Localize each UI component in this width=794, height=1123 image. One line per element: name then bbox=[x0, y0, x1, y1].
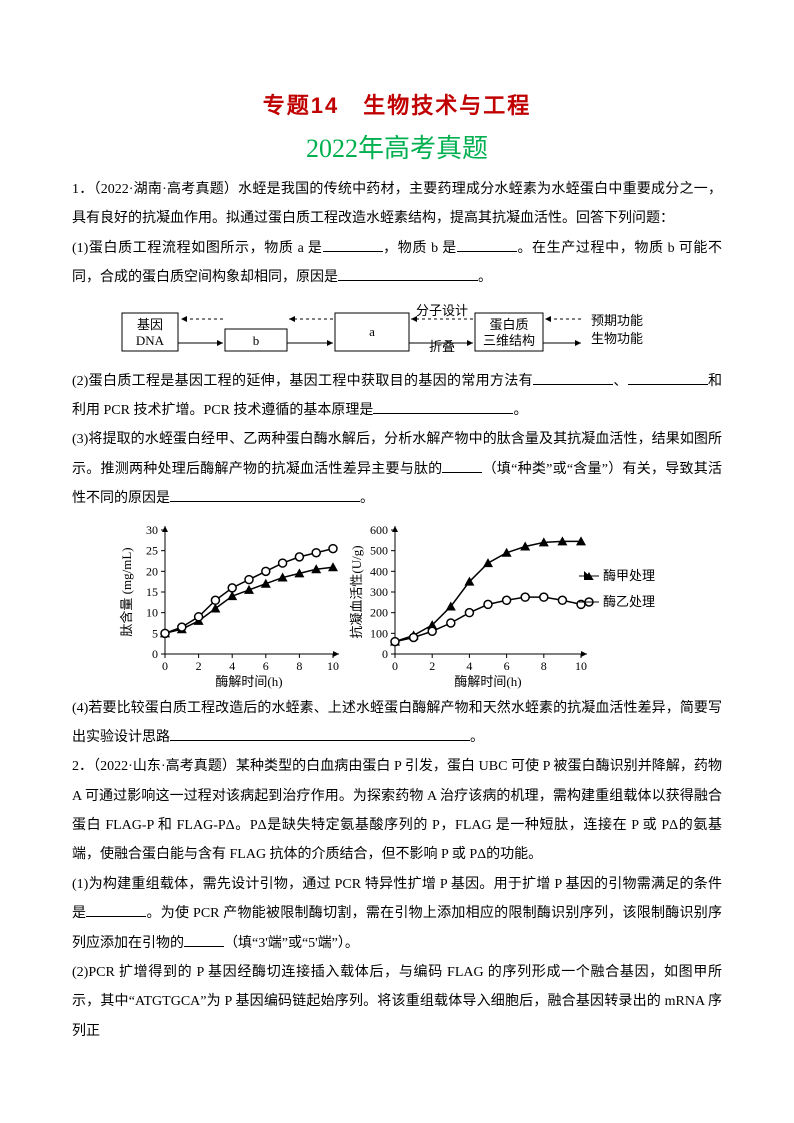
svg-text:30: 30 bbox=[146, 523, 158, 537]
q2-p1-c: （填“3'端”或“5'端”）。 bbox=[224, 936, 359, 951]
q1-p4-b: 。 bbox=[470, 730, 484, 745]
svg-text:2: 2 bbox=[196, 659, 202, 673]
question-2: 2．（2022·山东·高考真题）某种类型的白血病由蛋白 P 引发，蛋白 UBC … bbox=[72, 752, 722, 1046]
svg-text:100: 100 bbox=[370, 626, 388, 640]
svg-text:10: 10 bbox=[327, 659, 339, 673]
fc-gene: 基因 bbox=[137, 317, 163, 332]
blank bbox=[338, 265, 478, 281]
svg-text:6: 6 bbox=[504, 659, 510, 673]
blank bbox=[184, 930, 224, 946]
page-subtitle: 2022年高考真题 bbox=[72, 128, 722, 165]
svg-text:8: 8 bbox=[296, 659, 302, 673]
blank bbox=[457, 235, 517, 251]
chart-peptide: 0 2 4 6 8 10 0 5 10 15 20 25 30 酶解时间(h) 肽含量 (mg/mL) bbox=[117, 520, 347, 690]
svg-text:肽含量 (mg/mL): 肽含量 (mg/mL) bbox=[119, 547, 134, 636]
blank bbox=[533, 368, 613, 384]
charts-row: 0246810051015202530酶解时间(h)肽含量 (mg/mL) 02… bbox=[72, 520, 722, 690]
fc-expected: 预期功能 bbox=[591, 313, 643, 328]
svg-text:0: 0 bbox=[152, 647, 158, 661]
svg-text:2: 2 bbox=[429, 659, 435, 673]
flowchart-figure: 基因 DNA b a 蛋白质 三维结构 预期功能 生物功能 分子设计 折叠 bbox=[72, 299, 722, 363]
svg-text:500: 500 bbox=[370, 543, 388, 557]
svg-text:15: 15 bbox=[146, 585, 158, 599]
blank bbox=[170, 725, 470, 741]
page-title: 专题14 生物技术与工程 bbox=[72, 88, 722, 120]
q1-p1-a: (1)蛋白质工程流程如图所示，物质 a 是 bbox=[72, 241, 323, 256]
svg-text:20: 20 bbox=[146, 564, 158, 578]
fc-fold: 折叠 bbox=[429, 339, 455, 354]
svg-text:10: 10 bbox=[575, 659, 587, 673]
q1-p2-d: 。 bbox=[513, 403, 527, 418]
svg-text:4: 4 bbox=[229, 659, 235, 673]
q1-source: 1．（2022·湖南·高考真题）水蛭是我国的传统中药材，主要药理成分水蛭素为水蛭… bbox=[72, 175, 722, 234]
q1-part2-3: (2)蛋白质工程是基因工程的延伸，基因工程中获取目的基因的常用方法有、和利用 P… bbox=[72, 367, 722, 514]
svg-text:0: 0 bbox=[382, 647, 388, 661]
blank bbox=[373, 398, 513, 414]
chart-activity: 02468100100200300400500600酶解时间(h)抗凝血活性(U… bbox=[347, 520, 677, 690]
fc-design: 分子设计 bbox=[416, 303, 468, 318]
svg-text:5: 5 bbox=[152, 626, 158, 640]
q1-part2: (2)蛋白质工程是基因工程的延伸，基因工程中获取目的基因的常用方法有、和利用 P… bbox=[72, 367, 722, 426]
svg-text:0: 0 bbox=[392, 659, 398, 673]
fc-dna: DNA bbox=[136, 333, 165, 348]
svg-text:4: 4 bbox=[466, 659, 472, 673]
q1-p3-c: 。 bbox=[360, 491, 374, 506]
q1-part3: (3)将提取的水蛭蛋白经甲、乙两种蛋白酶水解后，分析水解产物中的肽含量及其抗凝血… bbox=[72, 425, 722, 513]
fc-a: a bbox=[369, 324, 375, 339]
svg-text:酶解时间(h): 酶解时间(h) bbox=[215, 674, 282, 689]
svg-text:酶乙处理: 酶乙处理 bbox=[603, 594, 655, 609]
svg-text:8: 8 bbox=[541, 659, 547, 673]
blank bbox=[170, 486, 360, 502]
q1-p2-a: (2)蛋白质工程是基因工程的延伸，基因工程中获取目的基因的常用方法有 bbox=[72, 374, 533, 389]
q2-part2: (2)PCR 扩增得到的 P 基因经酶切连接插入载体后，与编码 FLAG 的序列… bbox=[72, 958, 722, 1046]
q1-p1-b: ，物质 b 是 bbox=[383, 241, 457, 256]
blank bbox=[442, 456, 482, 472]
q2-part1: (1)为构建重组载体，需先设计引物，通过 PCR 特异性扩增 P 基因。用于扩增… bbox=[72, 870, 722, 958]
svg-text:酶甲处理: 酶甲处理 bbox=[603, 568, 655, 583]
fc-b: b bbox=[253, 333, 260, 348]
blank bbox=[323, 235, 383, 251]
question-1: 1．（2022·湖南·高考真题）水蛭是我国的传统中药材，主要药理成分水蛭素为水蛭… bbox=[72, 175, 722, 293]
svg-text:200: 200 bbox=[370, 605, 388, 619]
fc-p3d2: 三维结构 bbox=[483, 333, 535, 348]
svg-text:10: 10 bbox=[146, 605, 158, 619]
q1-part4: (4)若要比较蛋白质工程改造后的水蛭素、上述水蛭蛋白酶解产物和天然水蛭素的抗凝血… bbox=[72, 694, 722, 753]
svg-text:酶解时间(h): 酶解时间(h) bbox=[454, 674, 521, 689]
svg-text:6: 6 bbox=[263, 659, 269, 673]
svg-text:25: 25 bbox=[146, 543, 158, 557]
q2-source: 2．（2022·山东·高考真题）某种类型的白血病由蛋白 P 引发，蛋白 UBC … bbox=[72, 752, 722, 870]
q1-p2-b: 、 bbox=[613, 374, 628, 389]
svg-text:400: 400 bbox=[370, 564, 388, 578]
blank bbox=[628, 368, 708, 384]
q1-part1: (1)蛋白质工程流程如图所示，物质 a 是，物质 b 是。在生产过程中，物质 b… bbox=[72, 234, 722, 293]
q2-p1-b: 。为使 PCR 产物能被限制酶切割，需在引物上添加相应的限制酶识别序列，该限制酶… bbox=[72, 906, 722, 950]
blank bbox=[86, 901, 146, 917]
q1-p1-d: 。 bbox=[478, 270, 492, 285]
fc-p3d1: 蛋白质 bbox=[489, 317, 528, 332]
svg-text:0: 0 bbox=[162, 659, 168, 673]
svg-text:600: 600 bbox=[370, 523, 388, 537]
svg-text:抗凝血活性(U/g): 抗凝血活性(U/g) bbox=[349, 545, 364, 638]
svg-text:300: 300 bbox=[370, 585, 388, 599]
fc-bio: 生物功能 bbox=[591, 331, 643, 346]
